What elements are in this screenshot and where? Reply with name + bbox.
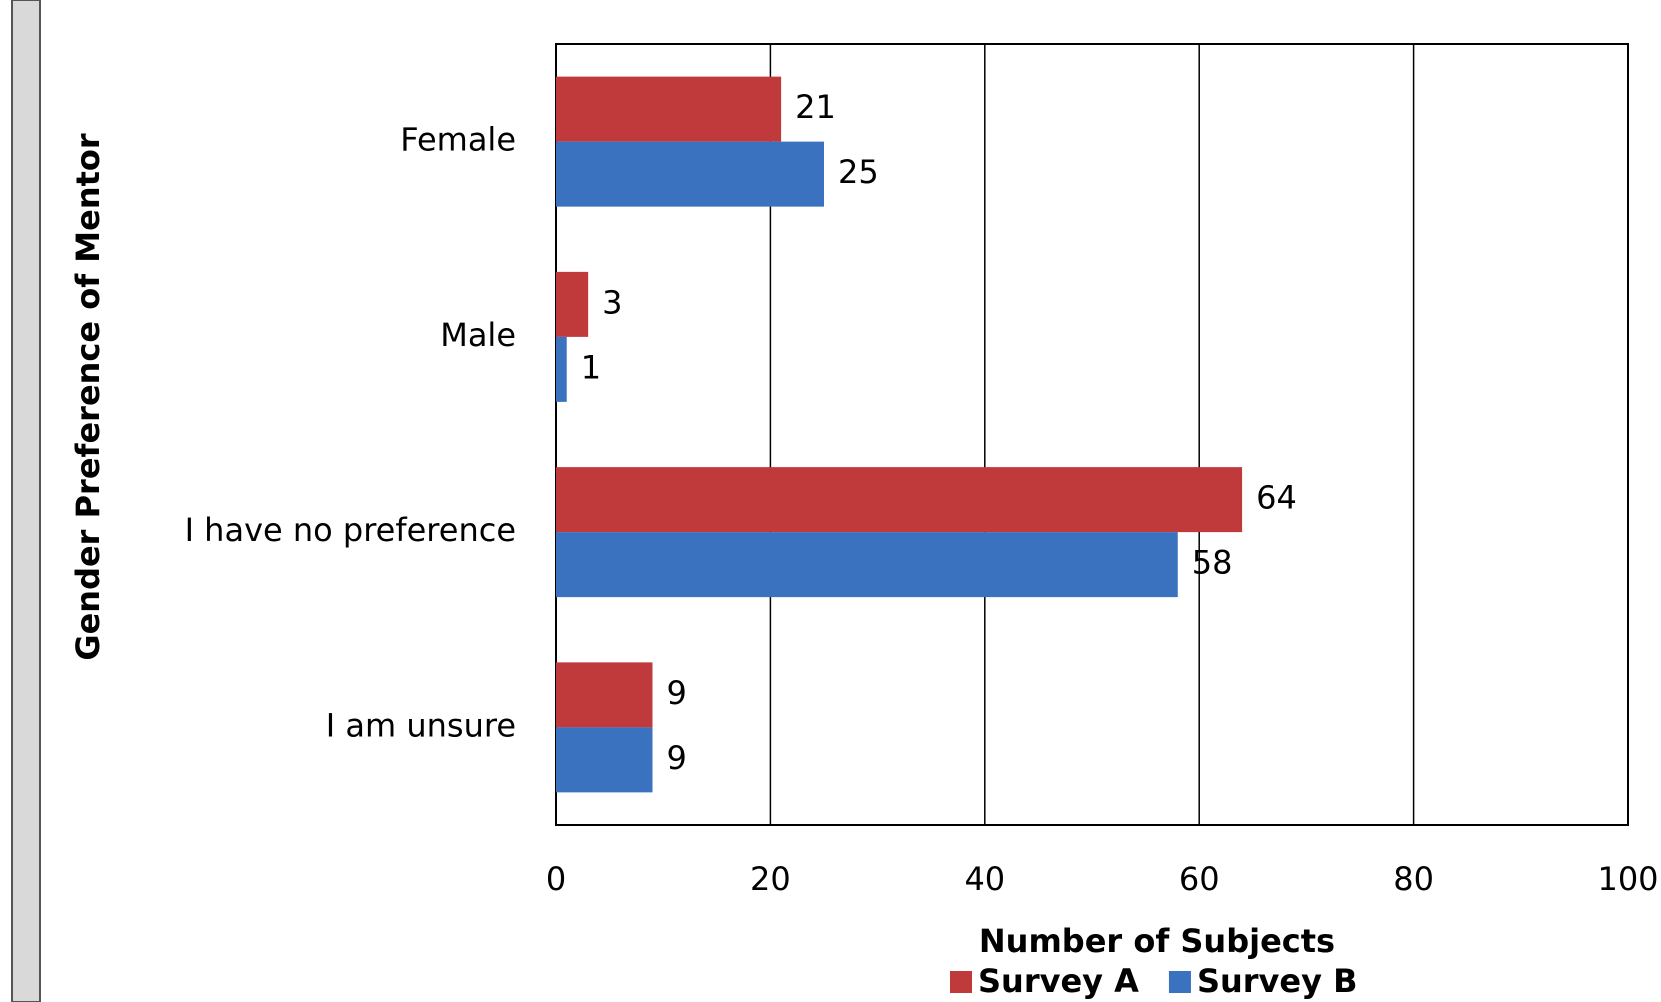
x-tick-label: 60 [1179,860,1220,898]
x-tick-label: 20 [750,860,791,898]
bar [556,336,567,402]
bar [556,467,1243,533]
y-tick-label: I have no preference [185,511,516,549]
x-tick-label: 0 [546,860,566,898]
data-label: 9 [666,739,686,777]
legend-label: Survey B [1197,962,1358,1000]
plot-border [555,43,1629,826]
data-label: 25 [838,153,879,191]
bar [556,76,782,142]
y-axis-title: Gender Preference of Mentor [69,133,107,661]
bar [556,532,1178,598]
data-label: 21 [795,88,836,126]
legend-swatch [1168,971,1191,993]
legend-label: Survey A [978,962,1139,1000]
data-label: 64 [1256,479,1297,517]
bar [556,727,653,793]
bar [556,662,653,728]
bar [556,141,824,207]
side-strip [11,0,41,1002]
x-tick-label: 100 [1597,860,1658,898]
data-label: 9 [666,674,686,712]
legend-swatch [950,971,972,993]
data-label: 3 [602,283,622,321]
x-tick-label: 80 [1393,860,1434,898]
x-axis-title: Number of Subjects [979,922,1335,960]
y-tick-label: Male [440,316,516,354]
data-label: 1 [581,348,601,386]
y-tick-label: I am unsure [326,706,516,744]
y-tick-label: Female [400,121,516,159]
data-label: 58 [1192,544,1233,582]
bar [556,271,589,337]
x-tick-label: 40 [964,860,1005,898]
